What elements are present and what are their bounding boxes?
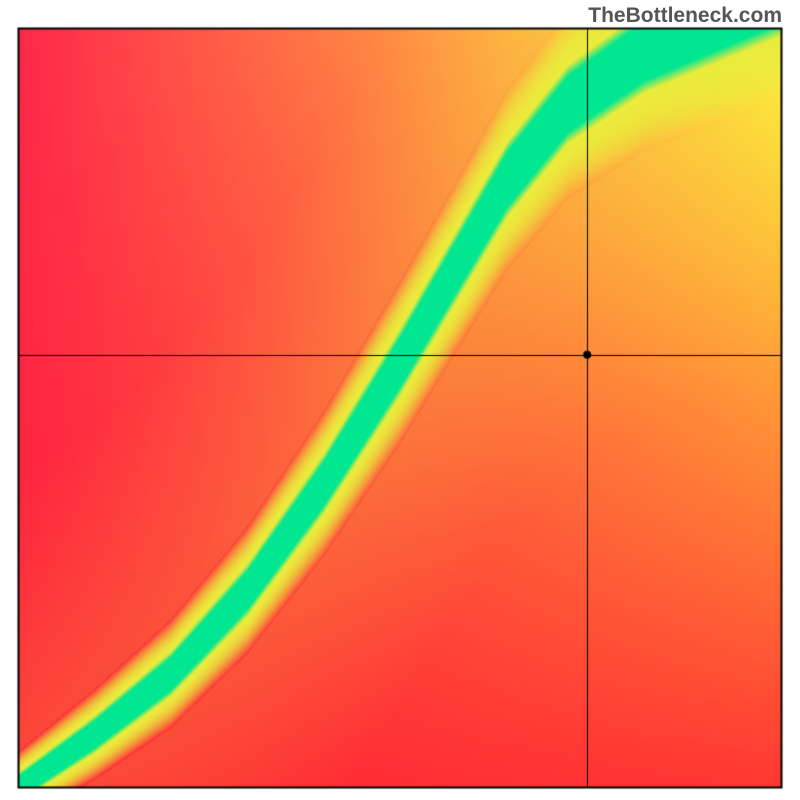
watermark-text: TheBottleneck.com bbox=[588, 4, 782, 28]
chart-container: TheBottleneck.com bbox=[0, 0, 800, 800]
heatmap-canvas bbox=[0, 0, 800, 800]
